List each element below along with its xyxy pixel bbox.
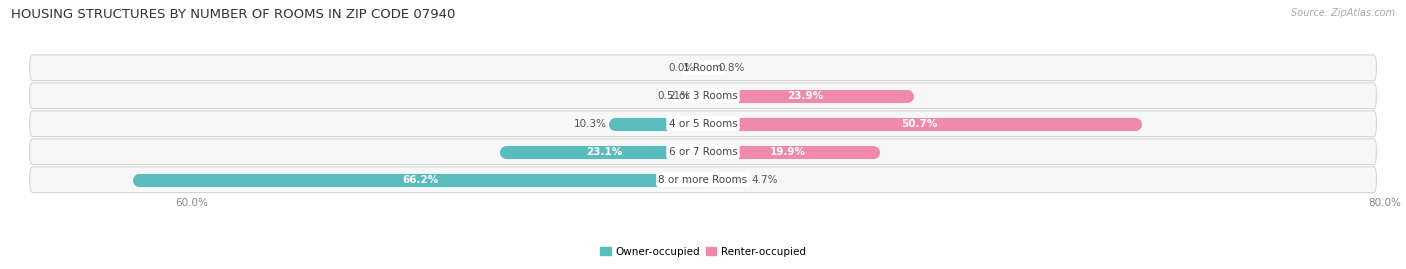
FancyBboxPatch shape bbox=[30, 139, 1376, 165]
Text: 4.7%: 4.7% bbox=[752, 175, 778, 185]
Legend: Owner-occupied, Renter-occupied: Owner-occupied, Renter-occupied bbox=[596, 243, 810, 261]
FancyBboxPatch shape bbox=[30, 167, 1376, 193]
Text: 4 or 5 Rooms: 4 or 5 Rooms bbox=[669, 119, 737, 129]
Text: 0.51%: 0.51% bbox=[657, 91, 690, 101]
FancyBboxPatch shape bbox=[30, 55, 1376, 81]
Text: 10.3%: 10.3% bbox=[574, 119, 606, 129]
Text: 19.9%: 19.9% bbox=[770, 147, 806, 157]
Text: Source: ZipAtlas.com: Source: ZipAtlas.com bbox=[1291, 8, 1395, 18]
Text: 66.2%: 66.2% bbox=[402, 175, 439, 185]
Text: 50.7%: 50.7% bbox=[901, 119, 938, 129]
Text: 1 Room: 1 Room bbox=[683, 63, 723, 73]
Text: 0.0%: 0.0% bbox=[668, 63, 695, 73]
FancyBboxPatch shape bbox=[30, 111, 1376, 137]
Text: 23.9%: 23.9% bbox=[787, 91, 823, 101]
Text: 0.8%: 0.8% bbox=[718, 63, 745, 73]
Text: HOUSING STRUCTURES BY NUMBER OF ROOMS IN ZIP CODE 07940: HOUSING STRUCTURES BY NUMBER OF ROOMS IN… bbox=[11, 8, 456, 21]
FancyBboxPatch shape bbox=[30, 83, 1376, 109]
Text: 8 or more Rooms: 8 or more Rooms bbox=[658, 175, 748, 185]
Text: 6 or 7 Rooms: 6 or 7 Rooms bbox=[669, 147, 737, 157]
Text: 23.1%: 23.1% bbox=[586, 147, 623, 157]
Text: 2 or 3 Rooms: 2 or 3 Rooms bbox=[669, 91, 737, 101]
